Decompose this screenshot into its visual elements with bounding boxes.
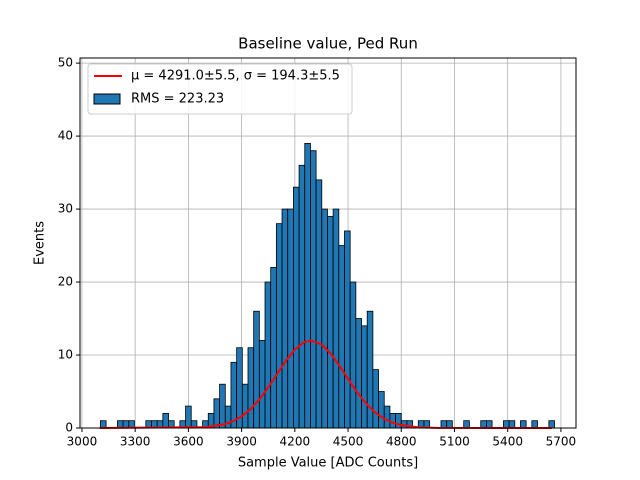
bar	[185, 405, 192, 429]
bar	[361, 325, 368, 429]
bar	[270, 267, 277, 429]
y-tick-label: 40	[58, 129, 73, 143]
bar	[298, 164, 306, 429]
bar	[264, 281, 272, 429]
bar	[287, 208, 294, 429]
legend-swatch	[93, 93, 121, 105]
x-axis-label: Sample Value [ADC Counts]	[238, 456, 418, 471]
bar	[383, 405, 391, 429]
y-axis-label: Events	[33, 221, 48, 265]
x-tick-label: 4500	[333, 435, 364, 449]
y-tick-label: 0	[65, 421, 73, 435]
bar	[327, 215, 334, 429]
legend-label: μ = 4291.0±5.5, σ = 194.3±5.5	[131, 69, 340, 84]
bar	[389, 413, 396, 429]
bar	[332, 208, 340, 429]
bar	[241, 383, 249, 429]
bar	[486, 420, 493, 429]
bar	[344, 230, 351, 429]
plot-frame	[79, 57, 577, 429]
bar	[503, 420, 510, 429]
fit-line	[99, 339, 553, 429]
bar	[304, 142, 311, 429]
x-tick-label: 4200	[280, 435, 311, 449]
bar	[372, 369, 379, 429]
bar	[100, 420, 107, 429]
bar	[378, 391, 385, 429]
x-tick-label: 5400	[492, 435, 523, 449]
legend-box	[87, 63, 353, 115]
bar	[219, 383, 226, 429]
x-tick-label: 3000	[67, 435, 98, 449]
x-tick-label: 3300	[120, 435, 151, 449]
bar	[349, 281, 357, 429]
bar	[310, 150, 317, 429]
bar	[548, 420, 555, 429]
x-tick-label: 3900	[226, 435, 257, 449]
y-tick-label: 50	[58, 56, 73, 70]
x-tick-label: 3600	[173, 435, 204, 449]
bar	[247, 347, 255, 429]
bar	[281, 208, 289, 429]
bar	[355, 318, 362, 429]
bar	[293, 186, 300, 429]
bar	[253, 310, 260, 429]
x-tick-label: 5700	[546, 435, 577, 449]
legend: μ = 4291.0±5.5, σ = 194.3±5.5 RMS = 223.2…	[87, 63, 353, 115]
bar	[520, 420, 527, 429]
bar	[531, 420, 538, 429]
bar	[275, 223, 283, 429]
x-tick-label: 4800	[386, 435, 417, 449]
bar	[258, 340, 266, 429]
y-tick-label: 30	[58, 202, 73, 216]
y-tick-label: 10	[58, 348, 73, 362]
legend-label: RMS = 223.23	[131, 92, 224, 107]
bar	[508, 420, 516, 429]
histogram	[100, 142, 555, 429]
bar	[162, 413, 169, 429]
y-tick-label: 20	[58, 275, 73, 289]
bar	[338, 245, 345, 429]
bar	[480, 420, 487, 429]
bar	[321, 208, 328, 429]
bar	[224, 405, 232, 429]
chart-title: Baseline value, Ped Run	[238, 35, 418, 53]
bar	[213, 398, 221, 429]
x-tick-label: 5100	[439, 435, 470, 449]
bar	[230, 361, 238, 429]
bar	[315, 179, 323, 429]
